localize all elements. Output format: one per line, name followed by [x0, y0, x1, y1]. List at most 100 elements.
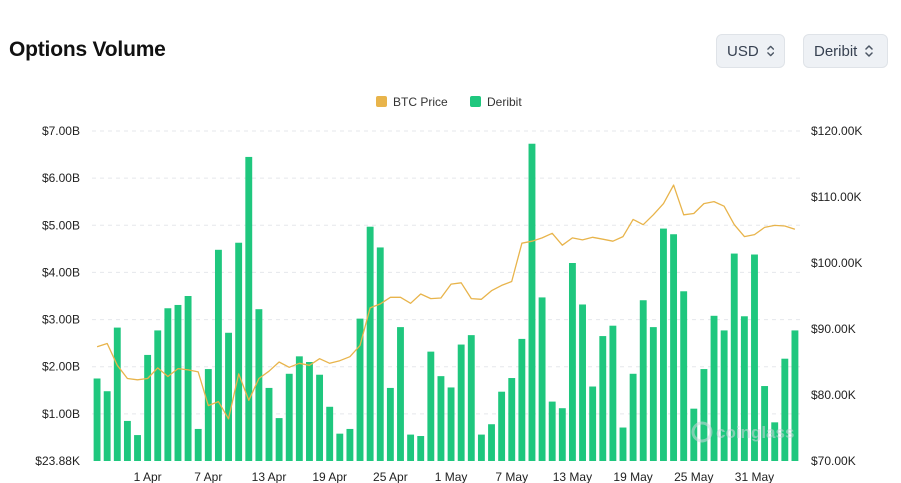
volume-bar — [397, 327, 404, 461]
volume-bar — [306, 362, 313, 461]
volume-bar — [498, 391, 506, 461]
x-tick-label: 25 May — [674, 470, 713, 483]
volume-bar — [376, 247, 384, 461]
volume-bar — [103, 391, 111, 461]
y-left-tick-label: $5.00B — [42, 218, 80, 232]
volume-bar — [771, 422, 779, 461]
volume-bar — [740, 316, 748, 461]
volume-bar — [488, 424, 495, 461]
volume-bar — [437, 376, 445, 461]
currency-select[interactable]: USD — [716, 34, 785, 68]
volume-bar — [235, 242, 243, 461]
legend-swatch — [376, 96, 387, 107]
volume-bar — [417, 436, 425, 461]
x-tick-label: 1 Apr — [134, 470, 162, 483]
volume-bar — [751, 254, 758, 461]
volume-bar — [204, 369, 212, 461]
y-right-tick-label: $90.00K — [811, 322, 856, 336]
volume-bar — [730, 253, 738, 461]
volume-bar — [154, 330, 162, 461]
y-left-tick-label: $1.00B — [42, 407, 80, 421]
volume-bar — [467, 335, 475, 461]
y-right-tick-label: $110.00K — [811, 190, 862, 204]
volume-bar — [660, 228, 667, 461]
x-tick-label: 31 May — [735, 470, 774, 483]
exchange-select[interactable]: Deribit — [803, 34, 888, 68]
chevron-updown-icon — [766, 45, 774, 57]
volume-bar — [589, 386, 597, 461]
volume-bar — [680, 291, 688, 461]
volume-bar — [225, 332, 232, 461]
volume-bar — [194, 428, 202, 461]
y-left-tick-label: $4.00B — [42, 265, 80, 279]
watermark-logo-icon — [691, 421, 713, 443]
legend-item: BTC Price — [376, 95, 448, 109]
y-right-tick-label: $80.00K — [811, 388, 856, 402]
page-title: Options Volume — [9, 38, 166, 61]
volume-bar — [123, 420, 131, 461]
y-left-tick-label: $2.00B — [42, 360, 80, 374]
volume-bar — [558, 408, 566, 461]
volume-bar — [255, 309, 263, 461]
volume-bar — [568, 263, 576, 461]
y-right-tick-label: $100.00K — [811, 256, 862, 270]
volume-bar — [113, 327, 121, 461]
volume-bar — [346, 428, 354, 461]
volume-bar — [781, 358, 789, 461]
x-tick-label: 25 Apr — [373, 470, 408, 483]
volume-bar — [265, 387, 273, 461]
legend-label: Deribit — [487, 95, 522, 109]
chevron-updown-icon — [865, 45, 874, 57]
volume-bar — [93, 378, 101, 461]
volume-bar — [285, 373, 293, 461]
volume-bar — [700, 369, 708, 461]
volume-bar — [295, 356, 303, 461]
volume-bar — [386, 387, 394, 461]
y-left-tick-label: $7.00B — [42, 124, 80, 138]
y-right-tick-label: $120.00K — [811, 124, 862, 138]
x-tick-label: 19 May — [613, 470, 652, 483]
volume-bar — [649, 327, 657, 461]
volume-bar — [639, 300, 647, 461]
volume-bar — [144, 354, 152, 461]
x-tick-label: 7 Apr — [194, 470, 222, 483]
volume-bar — [477, 434, 485, 461]
x-tick-label: 1 May — [435, 470, 468, 483]
watermark: coinglass — [691, 421, 794, 443]
volume-bar — [366, 226, 374, 461]
legend-swatch — [470, 96, 481, 107]
volume-bar — [336, 433, 344, 461]
volume-bar — [427, 351, 435, 461]
volume-bar — [275, 418, 283, 461]
volume-bar — [457, 344, 465, 461]
volume-bar — [629, 373, 637, 461]
watermark-text: coinglass — [716, 423, 794, 442]
x-tick-label: 13 Apr — [252, 470, 287, 483]
volume-bar — [184, 296, 192, 461]
volume-bar — [326, 406, 334, 461]
volume-bar — [579, 304, 586, 461]
volume-bar — [720, 330, 728, 461]
volume-bar — [214, 249, 222, 461]
x-tick-label: 7 May — [495, 470, 528, 483]
volume-bar — [791, 330, 799, 461]
volume-bar — [316, 374, 324, 461]
volume-bar — [528, 143, 536, 461]
btc-price-line — [96, 184, 796, 420]
y-right-tick-label: $70.00K — [811, 454, 856, 468]
y-left-tick-label: $6.00B — [42, 171, 80, 185]
x-tick-label: 13 May — [553, 470, 592, 483]
currency-select-value: USD — [727, 42, 759, 60]
volume-bar — [356, 318, 364, 461]
volume-bar — [619, 427, 627, 461]
y-left-tick-label: $3.00B — [42, 313, 80, 327]
legend-label: BTC Price — [393, 95, 448, 109]
volume-bar — [609, 325, 617, 461]
volume-bar — [508, 378, 516, 461]
y-left-tick-label: $23.88K — [35, 454, 80, 468]
volume-bar — [164, 308, 172, 461]
x-tick-label: 19 Apr — [312, 470, 347, 483]
volume-bar — [174, 304, 182, 461]
volume-bar — [548, 401, 556, 461]
volume-bar — [670, 234, 678, 461]
